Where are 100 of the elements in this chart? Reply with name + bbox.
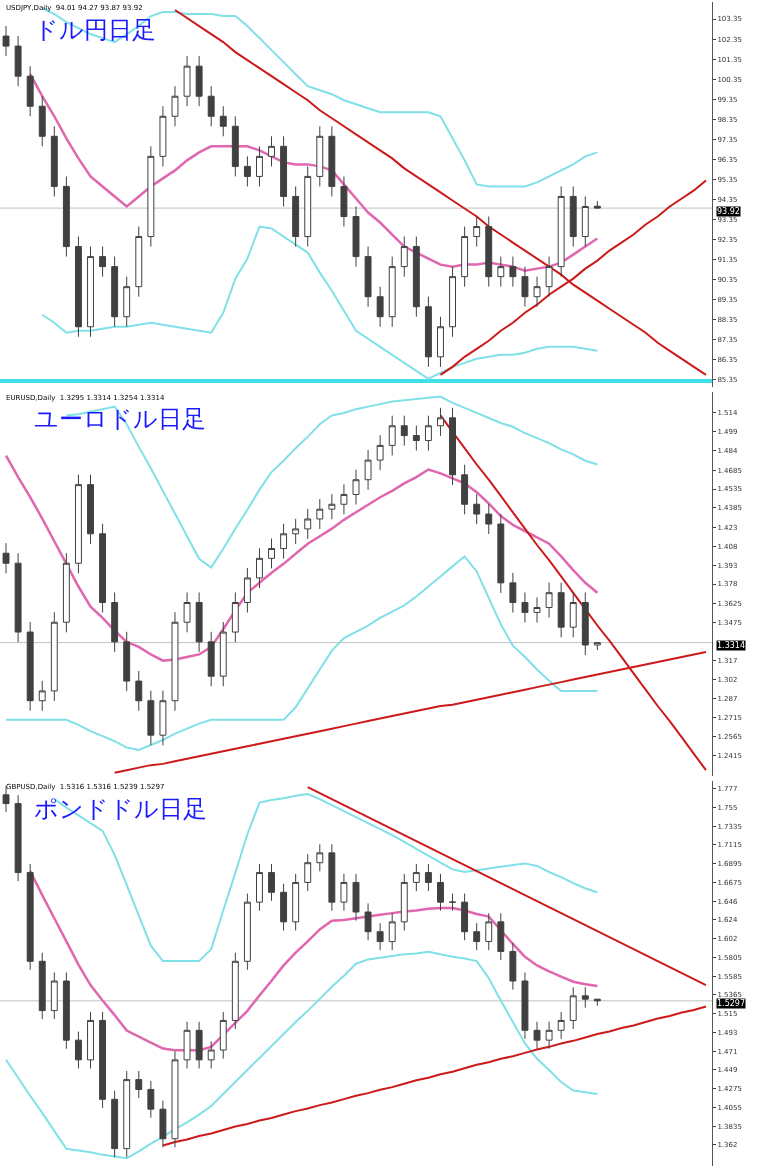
candlestick: [316, 498, 324, 530]
candlestick: [497, 256, 505, 288]
candlestick: [183, 591, 191, 633]
candlestick: [195, 55, 203, 107]
candlestick: [412, 863, 420, 892]
candlestick: [473, 216, 481, 248]
candlestick: [533, 1021, 541, 1050]
candlestick: [340, 873, 348, 912]
candlestick: [231, 591, 239, 643]
candlestick: [400, 236, 408, 278]
candlestick: [424, 863, 432, 892]
candlestick: [62, 552, 70, 633]
candlestick: [581, 986, 589, 1009]
candlestick: [497, 513, 505, 594]
candlestick: [400, 415, 408, 447]
candlestick: [183, 1021, 191, 1069]
candlestick: [569, 185, 577, 248]
candlestick: [62, 971, 70, 1050]
candlestick: [593, 642, 601, 651]
candlestick: [243, 567, 251, 614]
candlestick: [400, 873, 408, 931]
candlestick: [280, 523, 288, 560]
candlestick: [388, 415, 396, 456]
candlestick: [147, 690, 155, 746]
candlestick: [509, 572, 517, 614]
candlestick: [581, 591, 589, 656]
ref-line-label: 1.3314: [717, 641, 745, 650]
line-series: [306, 786, 707, 987]
candlestick: [219, 1011, 227, 1060]
candlestick: [340, 483, 348, 515]
candlestick: [14, 794, 22, 882]
candlestick: [437, 407, 444, 437]
candlestick: [87, 1011, 94, 1069]
ref-line-label: 93.92: [717, 207, 740, 216]
candlestick: [557, 1011, 565, 1040]
candlestick: [376, 434, 384, 471]
candlestick: [171, 611, 179, 712]
candlestick: [256, 547, 263, 589]
candlestick: [497, 912, 505, 961]
candlestick: [74, 1031, 82, 1069]
candlestick: [509, 942, 517, 991]
candlestick: [461, 226, 469, 288]
candlestick: [219, 105, 227, 137]
candlestick: [159, 1100, 167, 1148]
candlestick: [352, 205, 360, 268]
candlestick: [2, 25, 10, 57]
candlestick: [328, 493, 336, 520]
candlestick: [123, 276, 131, 328]
candlestick: [268, 863, 275, 902]
candlestick: [461, 464, 469, 515]
candlestick: [328, 843, 336, 912]
candlestick: [99, 1011, 107, 1109]
candlestick: [99, 523, 107, 614]
candlestick: [485, 912, 493, 951]
candlestick: [533, 276, 541, 308]
candlestick: [14, 35, 22, 87]
candlestick: [364, 246, 372, 308]
candlestick: [352, 873, 360, 922]
candlestick: [364, 449, 372, 491]
candlestick: [473, 493, 481, 525]
line-series: [161, 1005, 707, 1147]
candlestick: [268, 135, 275, 167]
candlestick: [135, 670, 143, 712]
candlestick: [62, 175, 70, 258]
candlestick: [135, 226, 143, 298]
candlestick: [292, 185, 300, 248]
candlestick: [280, 883, 288, 931]
candlestick: [521, 266, 529, 308]
candlestick: [123, 631, 131, 692]
line-series: [173, 9, 707, 376]
candlestick: [364, 902, 372, 941]
candlestick: [26, 65, 34, 117]
candlestick: [388, 256, 396, 328]
candlestick: [38, 95, 46, 147]
candlestick: [424, 415, 432, 452]
candlestick: [111, 591, 119, 653]
candlestick: [183, 55, 191, 107]
candlestick: [437, 316, 444, 368]
candlestick: [328, 125, 336, 197]
candlestick: [207, 631, 215, 687]
candlestick: [376, 922, 384, 951]
candlestick: [449, 893, 456, 912]
line-series: [5, 555, 599, 752]
candlestick: [340, 175, 348, 228]
candlestick: [2, 542, 10, 574]
candlestick: [219, 621, 227, 687]
candlestick: [243, 893, 251, 971]
candlestick: [485, 503, 493, 535]
candlestick: [316, 125, 324, 187]
candlestick: [171, 1050, 179, 1148]
candlestick: [123, 1070, 131, 1158]
candlestick: [569, 591, 577, 638]
candlestick: [557, 582, 565, 638]
candlestick: [26, 621, 34, 712]
candlestick: [545, 256, 553, 298]
candlestick: [74, 236, 82, 338]
candlestick: [38, 952, 46, 1020]
candlestick: [159, 105, 167, 167]
candlestick: [231, 115, 239, 177]
candlestick: [26, 863, 34, 971]
